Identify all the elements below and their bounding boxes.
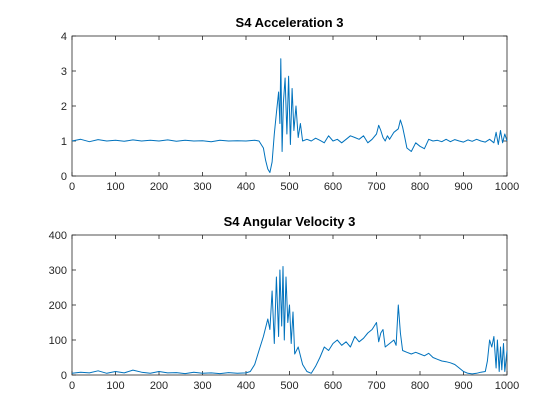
x-tick-label: 800 bbox=[411, 181, 429, 193]
y-tick-label: 2 bbox=[61, 101, 67, 113]
x-tick-label: 600 bbox=[324, 181, 342, 193]
acceleration-chart: S4 Acceleration 3 0 100 200 300 400 500 600 700… bbox=[61, 15, 519, 193]
x-tick-label: 900 bbox=[454, 181, 472, 193]
y-tick-label: 3 bbox=[61, 66, 67, 78]
x-tick-label: 0 bbox=[69, 380, 75, 392]
x-tick-label: 700 bbox=[367, 380, 385, 392]
y-tick-label: 400 bbox=[49, 230, 67, 242]
chart-title: S4 Angular Velocity 3 bbox=[224, 214, 356, 229]
x-tick-label: 900 bbox=[454, 380, 472, 392]
chart-title: S4 Acceleration 3 bbox=[236, 15, 344, 30]
x-tick-label: 100 bbox=[106, 380, 124, 392]
y-tick-label: 0 bbox=[61, 370, 67, 382]
y-tick-label: 300 bbox=[49, 265, 67, 277]
x-tick-label: 600 bbox=[324, 380, 342, 392]
angular-velocity-chart: S4 Angular Velocity 3 0 100 200 300 400 500 60… bbox=[49, 214, 520, 392]
tick-group: 0 100 200 300 400 500 600 700 800 900 1000 0 1 2 3 4 bbox=[61, 31, 519, 193]
x-tick-label: 200 bbox=[150, 181, 168, 193]
x-tick-label: 0 bbox=[69, 181, 75, 193]
series-line bbox=[71, 58, 508, 173]
y-tick-label: 4 bbox=[61, 31, 67, 43]
tick-group: 0 100 200 300 400 500 600 700 800 900 1000 0 100 200 3… bbox=[49, 230, 520, 392]
x-tick-label: 300 bbox=[193, 181, 211, 193]
y-tick-label: 200 bbox=[49, 300, 67, 312]
x-tick-label: 300 bbox=[193, 380, 211, 392]
x-tick-label: 400 bbox=[237, 380, 255, 392]
y-tick-label: 0 bbox=[61, 171, 67, 183]
x-tick-label: 800 bbox=[411, 380, 429, 392]
x-tick-label: 400 bbox=[237, 181, 255, 193]
y-tick-label: 100 bbox=[49, 335, 67, 347]
x-tick-label: 200 bbox=[150, 380, 168, 392]
series-line bbox=[71, 266, 508, 375]
x-tick-label: 500 bbox=[280, 181, 298, 193]
x-tick-label: 500 bbox=[280, 380, 298, 392]
x-tick-label: 100 bbox=[106, 181, 124, 193]
x-tick-label: 1000 bbox=[495, 181, 519, 193]
x-tick-label: 700 bbox=[367, 181, 385, 193]
y-tick-label: 1 bbox=[61, 136, 67, 148]
x-tick-label: 1000 bbox=[495, 380, 519, 392]
